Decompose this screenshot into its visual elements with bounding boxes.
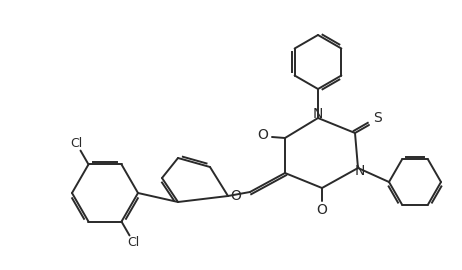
Text: N: N	[313, 107, 323, 121]
Text: O: O	[316, 203, 328, 217]
Text: S: S	[374, 111, 383, 125]
Text: N: N	[355, 164, 365, 178]
Text: Cl: Cl	[128, 236, 140, 249]
Text: Cl: Cl	[70, 137, 83, 150]
Text: O: O	[231, 189, 242, 203]
Text: O: O	[257, 128, 268, 142]
